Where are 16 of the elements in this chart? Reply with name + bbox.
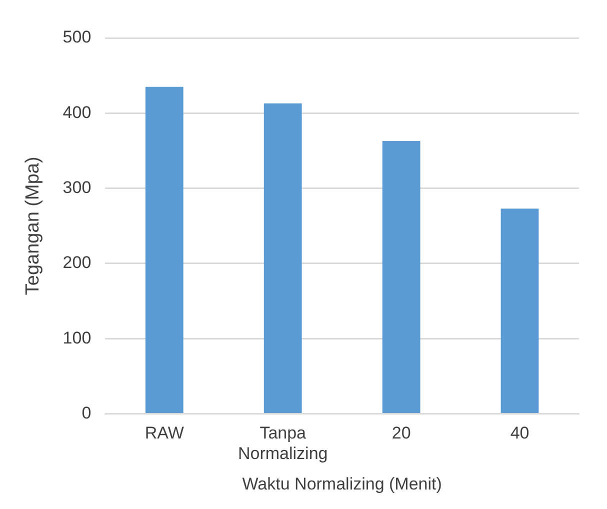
x-tick-label: RAW	[144, 424, 184, 443]
x-tick-label: 40	[510, 424, 530, 443]
x-axis-title: Waktu Normalizing (Menit)	[242, 474, 442, 494]
bar	[264, 103, 302, 414]
bar	[145, 86, 184, 414]
x-tick-label: 20	[392, 424, 411, 443]
y-tick-label: 200	[62, 253, 92, 272]
y-axis-title: Tegangan (Mpa)	[22, 156, 44, 296]
bar	[500, 208, 539, 414]
y-tick-label: 100	[62, 328, 92, 348]
y-tick-label: 400	[62, 102, 92, 122]
y-tick-label: 0	[82, 403, 92, 422]
y-tick-label: 500	[62, 28, 92, 47]
x-tick-label: Tanpa Normalizing	[238, 424, 328, 464]
bar	[382, 140, 420, 414]
y-tick-label: 300	[62, 178, 92, 198]
